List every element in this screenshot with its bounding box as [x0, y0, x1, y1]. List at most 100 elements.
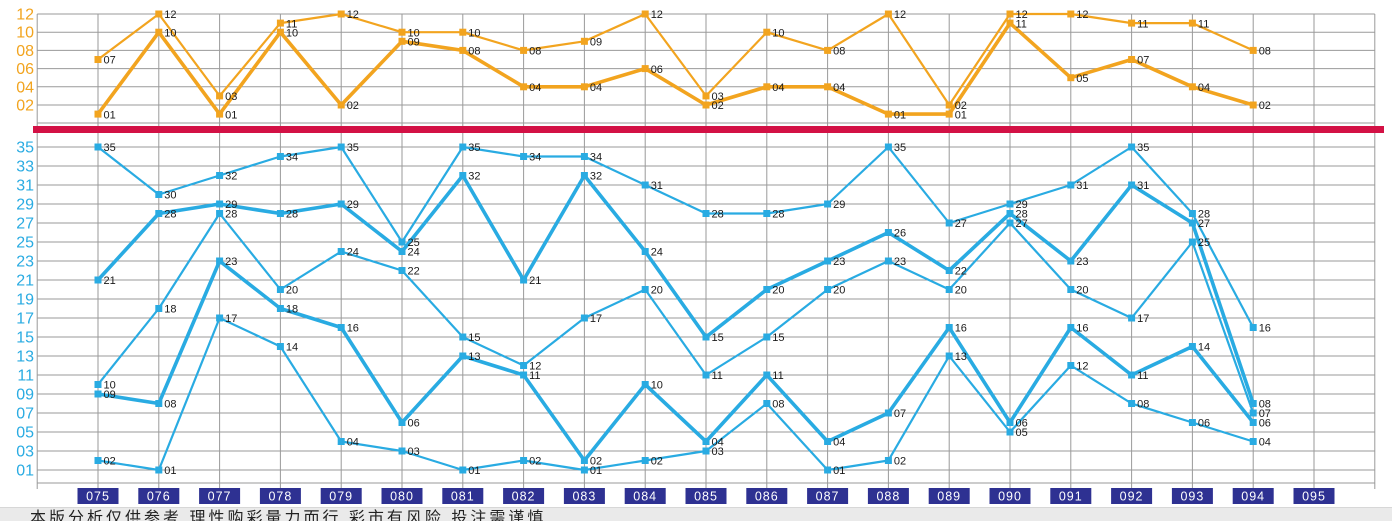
data-point-label: 35	[468, 142, 480, 154]
data-point-label: 12	[651, 9, 663, 21]
issue-label-box	[867, 488, 909, 504]
data-point-label: 05	[1076, 73, 1088, 85]
data-point-marker	[216, 314, 224, 322]
front-ball-1-line	[96, 316, 1255, 472]
data-point-label: 16	[1259, 323, 1271, 335]
data-point-marker	[580, 172, 588, 179]
data-point-label: 10	[468, 27, 480, 39]
data-point-marker	[337, 248, 345, 255]
data-point-label: 20	[772, 285, 784, 297]
data-point-label: 14	[1198, 342, 1210, 354]
data-point-marker	[1188, 19, 1196, 27]
data-point-marker	[155, 305, 163, 312]
issue-label-box	[138, 488, 180, 504]
front-zone-y-axis-label: 29	[16, 197, 34, 214]
footer-strip: 本版分析仅供参考 理性购彩量力而行 彩市有风险 投注需谨慎	[0, 507, 1392, 521]
data-point-marker	[459, 333, 467, 341]
data-point-marker	[1006, 200, 1014, 208]
data-point-label: 23	[225, 256, 237, 268]
data-point-marker	[763, 333, 771, 341]
chart-canvas: 0209102135010701081828301012172328293201…	[16, 7, 1384, 504]
issue-label-box	[624, 488, 666, 504]
data-point-marker	[337, 200, 345, 208]
data-point-label: 04	[1198, 82, 1210, 94]
data-point-label: 24	[651, 247, 663, 259]
data-point-marker	[1067, 324, 1075, 331]
data-point-label: 28	[286, 209, 298, 221]
back-zone-y-axis-label: 08	[16, 43, 34, 60]
back-zone-y-axis-label: 06	[16, 61, 34, 78]
data-point-marker	[337, 10, 345, 18]
data-point-label: 17	[225, 313, 237, 325]
data-point-label: 23	[894, 256, 906, 268]
data-point-marker	[580, 457, 588, 464]
front-zone-y-axis-label: 03	[16, 444, 34, 461]
issue-label-box	[685, 488, 727, 504]
data-point-label: 28	[1198, 209, 1210, 221]
data-point-marker	[216, 257, 224, 265]
data-point-marker	[1249, 419, 1257, 426]
issue-label-box	[928, 488, 970, 504]
data-point-label: 24	[347, 247, 359, 259]
front-zone-y-axis-label: 09	[16, 387, 34, 404]
data-point-marker	[945, 267, 953, 274]
issue-label-box	[320, 488, 362, 504]
data-point-marker	[763, 28, 771, 36]
data-point-marker	[1249, 46, 1257, 54]
data-point-label: 06	[651, 64, 663, 76]
front-zone-y-axis-label: 07	[16, 406, 34, 423]
data-point-label: 11	[1137, 370, 1148, 382]
data-point-label: 02	[955, 100, 967, 112]
data-point-marker	[945, 352, 953, 360]
data-point-marker	[94, 276, 102, 284]
data-point-marker	[1249, 324, 1257, 331]
data-point-marker	[398, 238, 406, 246]
data-point-marker	[641, 10, 649, 18]
data-point-label: 26	[894, 228, 906, 240]
issue-label-box	[442, 488, 484, 504]
data-point-label: 12	[1016, 9, 1028, 21]
data-point-marker	[884, 10, 892, 18]
data-point-marker	[763, 286, 771, 293]
issue-label: 081	[451, 490, 475, 504]
data-point-marker	[884, 257, 892, 265]
data-point-label: 06	[1198, 418, 1210, 430]
issue-label-box	[199, 488, 241, 504]
data-point-label: 10	[104, 380, 116, 392]
data-point-label: 08	[164, 399, 176, 411]
data-point-label: 10	[772, 27, 784, 39]
data-point-marker	[1128, 371, 1136, 379]
issue-label: 083	[572, 490, 596, 504]
data-point-marker	[1006, 19, 1014, 27]
data-point-marker	[824, 257, 832, 265]
issue-label-box	[381, 488, 423, 504]
data-point-marker	[216, 210, 224, 217]
data-point-marker	[1128, 56, 1136, 63]
data-point-label: 02	[712, 100, 724, 112]
issue-label: 094	[1241, 490, 1265, 504]
data-point-label: 08	[1259, 399, 1271, 411]
data-point-marker	[1188, 219, 1196, 227]
data-point-label: 02	[104, 456, 116, 468]
data-point-label: 23	[833, 256, 845, 268]
data-point-marker	[884, 229, 892, 236]
front-ball-2-line	[96, 259, 1255, 463]
data-point-label: 21	[104, 275, 116, 287]
data-point-label: 29	[833, 199, 845, 211]
issue-label: 085	[694, 490, 718, 504]
issue-label: 089	[937, 490, 961, 504]
data-point-label: 04	[590, 82, 602, 94]
data-point-label: 02	[347, 100, 359, 112]
data-point-label: 01	[104, 109, 116, 121]
data-point-marker	[1006, 10, 1014, 18]
data-point-marker	[884, 143, 892, 151]
data-point-marker	[1188, 238, 1196, 246]
data-point-label: 08	[468, 46, 480, 58]
issue-label: 077	[208, 490, 232, 504]
data-point-label: 12	[894, 9, 906, 21]
data-point-label: 27	[955, 218, 967, 230]
issue-label-box	[1293, 488, 1335, 504]
data-point-marker	[580, 153, 588, 160]
data-point-marker	[276, 153, 284, 160]
